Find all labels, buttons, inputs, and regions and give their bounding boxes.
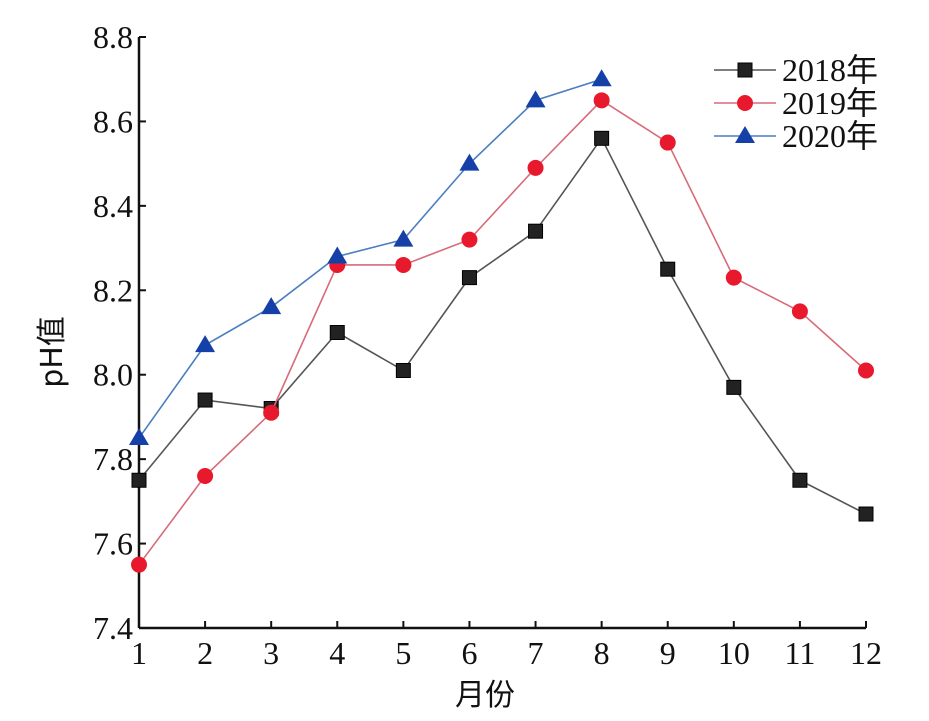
triangle-marker bbox=[195, 335, 216, 353]
series-line bbox=[138, 99, 867, 566]
x-tick-label: 11 bbox=[785, 635, 816, 671]
x-axis-ticks: 1 2 3 4 5 6 7 8 9 10 11 12 bbox=[131, 621, 882, 671]
triangle-marker bbox=[393, 229, 414, 247]
x-tick-label: 9 bbox=[660, 635, 676, 671]
triangle-marker bbox=[525, 90, 546, 108]
triangle-marker bbox=[327, 246, 348, 264]
circle-marker bbox=[527, 159, 544, 176]
square-marker bbox=[197, 392, 213, 408]
square-marker bbox=[395, 362, 411, 378]
y-axis-ticks: 7.4 7.6 7.8 8.0 8.2 8.4 8.6 8.8 bbox=[93, 19, 146, 646]
legend-triangle-icon bbox=[735, 126, 755, 143]
square-marker bbox=[594, 130, 610, 146]
circle-marker bbox=[131, 556, 147, 573]
circle-marker bbox=[725, 269, 742, 286]
legend-label: 2019年 bbox=[782, 85, 878, 121]
series-2020年 bbox=[129, 69, 612, 446]
y-tick-label: 8.0 bbox=[93, 357, 133, 393]
circle-marker bbox=[461, 231, 478, 248]
x-tick-label: 5 bbox=[395, 635, 411, 671]
x-tick-label: 6 bbox=[461, 635, 477, 671]
circle-marker bbox=[659, 134, 676, 151]
series-line bbox=[138, 78, 602, 439]
circle-marker bbox=[858, 362, 874, 379]
series-2019年 bbox=[131, 92, 874, 573]
triangle-marker bbox=[129, 428, 149, 446]
legend-label: 2020年 bbox=[782, 118, 878, 154]
y-tick-label: 7.6 bbox=[93, 526, 133, 562]
square-marker bbox=[461, 270, 477, 286]
y-tick-label: 8.4 bbox=[93, 188, 133, 224]
series-line bbox=[138, 136, 867, 515]
square-marker bbox=[528, 223, 544, 239]
legend-item: 2020年 bbox=[714, 118, 878, 154]
x-axis-title: 月份 bbox=[455, 678, 515, 713]
x-tick-label: 4 bbox=[329, 635, 345, 671]
y-axis-title: pH值 bbox=[35, 316, 70, 388]
legend-circle-icon bbox=[737, 95, 753, 111]
legend-item: 2019年 bbox=[714, 85, 878, 121]
series-2018年 bbox=[131, 130, 874, 522]
x-tick-label: 1 bbox=[131, 635, 147, 671]
x-tick-label: 10 bbox=[718, 635, 750, 671]
y-tick-label: 8.8 bbox=[93, 19, 133, 55]
x-tick-label: 3 bbox=[263, 635, 279, 671]
square-marker bbox=[858, 506, 874, 522]
circle-marker bbox=[197, 468, 214, 485]
square-marker bbox=[726, 379, 742, 395]
legend-item: 2018年 bbox=[714, 52, 878, 88]
x-tick-label: 8 bbox=[594, 635, 610, 671]
circle-marker bbox=[395, 256, 412, 273]
triangle-marker bbox=[591, 69, 612, 87]
x-tick-label: 12 bbox=[850, 635, 882, 671]
x-tick-label: 2 bbox=[197, 635, 213, 671]
x-tick-label: 7 bbox=[528, 635, 544, 671]
square-marker bbox=[792, 472, 808, 488]
triangle-marker bbox=[261, 297, 282, 315]
y-tick-label: 7.8 bbox=[93, 441, 133, 477]
circle-marker bbox=[593, 92, 610, 109]
triangle-marker bbox=[459, 153, 480, 171]
circle-marker bbox=[791, 303, 808, 320]
legend-label: 2018年 bbox=[782, 52, 878, 88]
y-tick-label: 8.6 bbox=[93, 103, 133, 139]
y-tick-label: 7.4 bbox=[93, 610, 133, 646]
circle-marker bbox=[263, 404, 280, 421]
y-tick-label: 8.2 bbox=[93, 272, 133, 308]
square-marker bbox=[329, 325, 345, 340]
series-layer bbox=[129, 69, 874, 573]
square-marker bbox=[131, 472, 147, 488]
square-marker bbox=[660, 261, 676, 277]
legend-square-icon bbox=[737, 62, 753, 78]
